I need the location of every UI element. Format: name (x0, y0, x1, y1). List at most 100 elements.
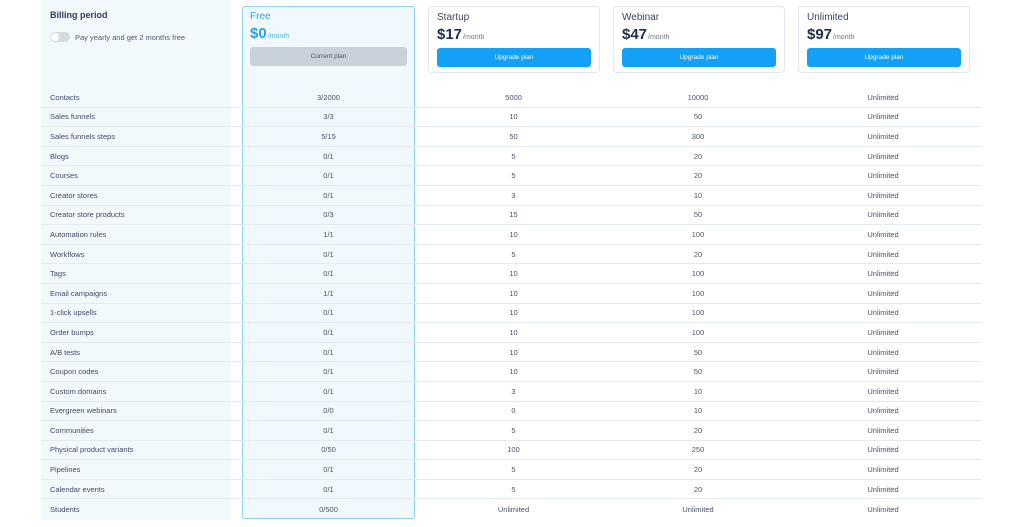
unlimited-plan-value: Unlimited (867, 151, 899, 161)
unlimited-plan-value: Unlimited (867, 92, 899, 102)
yearly-billing-toggle[interactable] (50, 32, 70, 42)
feature-label: A/B tests (50, 347, 81, 357)
webinar-plan-value: 250 (691, 445, 705, 455)
unlimited-plan-value: Unlimited (867, 347, 899, 357)
webinar-plan-value: 100 (691, 308, 705, 318)
feature-label: Email campaigns (50, 288, 108, 298)
unlimited-plan-value: Unlimited (867, 406, 899, 416)
unlimited-plan-value: Unlimited (867, 171, 899, 181)
startup-plan-value: 10 (509, 112, 518, 122)
feature-label: Coupon codes (50, 367, 99, 377)
free-plan-value: 0/1 (323, 386, 334, 396)
free-plan-value: 3/3 (323, 112, 334, 122)
startup-plan-value: 50 (509, 131, 518, 141)
table-row: Students 0/500 Unlimited Unlimited Unlimited (41, 499, 982, 519)
startup-plan-value: 5 (511, 425, 516, 435)
startup-plan-value: 10 (509, 269, 518, 279)
startup-plan-value: 5 (511, 484, 516, 494)
webinar-plan-value: 10 (693, 386, 703, 396)
unlimited-plan-value: Unlimited (867, 308, 899, 318)
table-row: Sales funnels steps 5/15 50 300 Unlimited (41, 127, 982, 147)
unlimited-plan-value: Unlimited (867, 210, 899, 220)
free-plan-value: 0/0 (323, 406, 334, 416)
price-unit: /month (267, 33, 290, 40)
unlimited-plan-value: Unlimited (867, 327, 899, 337)
webinar-plan-value: 10000 (687, 92, 709, 102)
table-row: Creator stores 0/1 3 10 Unlimited (41, 186, 982, 206)
startup-plan-value: 10 (509, 327, 518, 337)
plan-card-webinar: Webinar $47 /month Upgrade plan (613, 6, 785, 73)
feature-label: Students (50, 504, 80, 514)
startup-plan-value: 3 (511, 386, 516, 396)
table-row: Pipelines 0/1 5 20 Unlimited (41, 460, 982, 480)
table-row: Workflows 0/1 5 20 Unlimited (41, 245, 982, 265)
plan-price: $0 /month (250, 25, 407, 42)
table-row: Sales funnels 3/3 10 50 Unlimited (41, 108, 982, 128)
table-row: Calendar events 0/1 5 20 Unlimited (41, 480, 982, 500)
table-row: Communities 0/1 5 20 Unlimited (41, 421, 982, 441)
unlimited-plan-value: Unlimited (867, 465, 899, 475)
price-amount: $97 (807, 26, 833, 43)
yearly-toggle-row[interactable]: Pay yearly and get 2 months free (50, 32, 185, 42)
table-row: Tags 0/1 10 100 Unlimited (41, 264, 982, 284)
feature-label: Automation rules (50, 229, 107, 239)
plan-price: $47 /month (622, 26, 776, 43)
free-plan-value: 1/1 (323, 288, 334, 298)
webinar-plan-value: 100 (691, 327, 705, 337)
unlimited-plan-value: Unlimited (867, 386, 899, 396)
webinar-plan-value: 20 (693, 465, 703, 475)
webinar-plan-value: 10 (693, 190, 703, 200)
upgrade-unlimited-button[interactable]: Upgrade plan (807, 48, 961, 67)
webinar-plan-value: 100 (691, 229, 705, 239)
plan-card-startup: Startup $17 /month Upgrade plan (428, 6, 600, 73)
webinar-plan-value: 50 (693, 112, 703, 122)
feature-label: Pipelines (50, 465, 81, 475)
table-row: Creator store products 0/3 15 50 Unlimited (41, 206, 982, 226)
plan-name: Startup (437, 12, 470, 23)
feature-label: 1-click upsells (50, 308, 97, 318)
feature-label: Sales funnels (50, 112, 96, 122)
price-unit: /month (833, 34, 855, 41)
upgrade-webinar-button[interactable]: Upgrade plan (622, 48, 776, 67)
webinar-plan-value: 100 (691, 288, 705, 298)
feature-label: Evergreen webinars (50, 406, 117, 416)
price-amount: $0 (250, 25, 267, 42)
table-row: 1-click upsells 0/1 10 100 Unlimited (41, 304, 982, 324)
free-plan-value: 5/15 (321, 131, 336, 141)
feature-label: Communities (50, 425, 94, 435)
webinar-plan-value: 20 (693, 249, 703, 259)
free-plan-value: 0/1 (323, 367, 334, 377)
unlimited-plan-value: Unlimited (867, 367, 899, 377)
current-plan-button[interactable]: Current plan (250, 47, 407, 66)
webinar-plan-value: 20 (693, 425, 703, 435)
table-row: Order bumps 0/1 10 100 Unlimited (41, 323, 982, 343)
webinar-plan-value: 20 (693, 171, 703, 181)
startup-plan-value: 5 (511, 249, 516, 259)
feature-label: Courses (50, 171, 78, 181)
unlimited-plan-value: Unlimited (867, 249, 899, 259)
startup-plan-value: 0 (511, 406, 516, 416)
unlimited-plan-value: Unlimited (867, 229, 899, 239)
startup-plan-value: 5000 (505, 92, 522, 102)
free-plan-column-highlight (242, 6, 415, 519)
free-plan-value: 0/1 (323, 308, 334, 318)
plan-name: Free (250, 11, 271, 22)
webinar-plan-value: Unlimited (682, 504, 714, 514)
webinar-plan-value: 20 (693, 484, 703, 494)
unlimited-plan-value: Unlimited (867, 504, 899, 514)
startup-plan-value: 5 (511, 151, 516, 161)
startup-plan-value: 10 (509, 308, 518, 318)
upgrade-startup-button[interactable]: Upgrade plan (437, 48, 591, 67)
unlimited-plan-value: Unlimited (867, 112, 899, 122)
table-row: A/B tests 0/1 10 50 Unlimited (41, 343, 982, 363)
table-row: Custom domains 0/1 3 10 Unlimited (41, 382, 982, 402)
table-row: Evergreen webinars 0/0 0 10 Unlimited (41, 402, 982, 422)
feature-label: Creator store products (50, 210, 125, 220)
free-plan-value: 0/1 (323, 190, 334, 200)
webinar-plan-value: 20 (693, 151, 703, 161)
webinar-plan-value: 300 (691, 131, 705, 141)
billing-period-title: Billing period (50, 10, 108, 20)
free-plan-value: 0/1 (323, 425, 334, 435)
webinar-plan-value: 50 (693, 367, 703, 377)
free-plan-value: 0/1 (323, 327, 334, 337)
